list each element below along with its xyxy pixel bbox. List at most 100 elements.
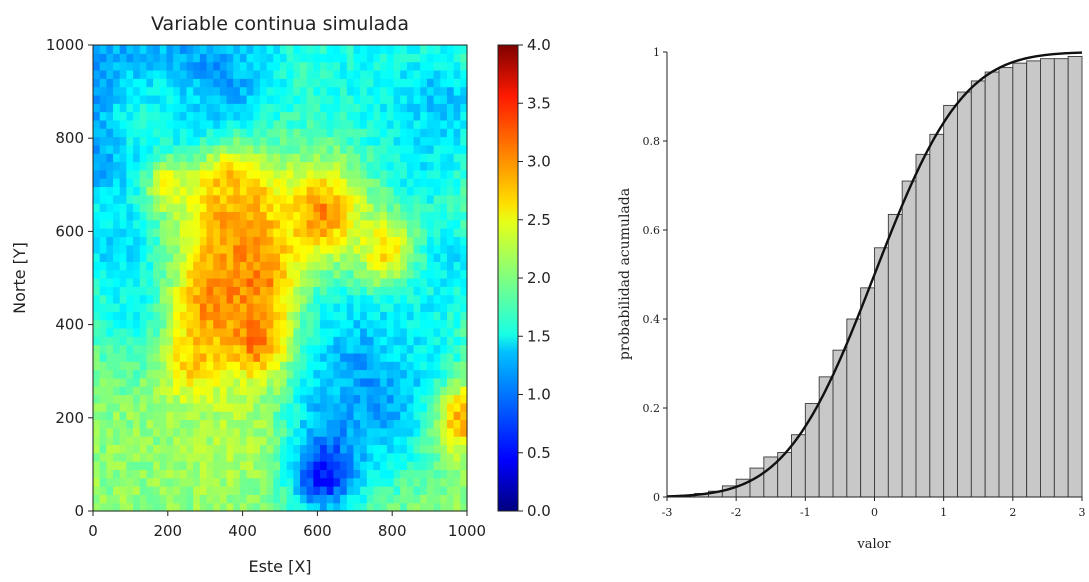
heatmap-cell <box>193 369 201 379</box>
heatmap-cell <box>226 219 234 229</box>
heatmap-cell <box>106 502 114 512</box>
heatmap-cell <box>460 128 468 138</box>
heatmap-cell <box>426 452 435 462</box>
heatmap-cell <box>113 278 121 287</box>
heatmap-cell <box>426 128 435 138</box>
heatmap-cell <box>139 494 148 504</box>
heatmap-cell <box>179 352 188 362</box>
heatmap-cell <box>346 394 355 404</box>
heatmap-cell <box>380 111 388 121</box>
heatmap-cell <box>340 302 348 312</box>
heatmap-cell <box>406 286 415 296</box>
heatmap-cell <box>226 103 234 113</box>
heatmap-cell <box>453 344 461 354</box>
heatmap-cell <box>460 161 468 171</box>
heatmap-cell <box>380 244 388 254</box>
heatmap-cell <box>119 494 127 504</box>
heatmap-cell <box>226 128 234 138</box>
heatmap-cell <box>139 194 148 204</box>
heatmap-cell <box>413 436 421 446</box>
heatmap-cell <box>206 311 214 321</box>
heatmap-cell <box>186 253 194 262</box>
heatmap-cell <box>159 253 168 262</box>
heatmap-cell <box>386 502 395 512</box>
heatmap-cell <box>246 419 254 429</box>
heatmap-cell <box>126 194 134 204</box>
heatmap-cell <box>413 136 421 146</box>
heatmap-cell <box>326 444 335 454</box>
heatmap-cell <box>280 161 288 171</box>
heatmap-cell <box>393 386 401 396</box>
heatmap-cell <box>386 469 395 479</box>
heatmap-cell <box>253 294 261 304</box>
heatmap-cell <box>360 336 368 346</box>
heatmap-cell <box>400 261 408 271</box>
heatmap-cell <box>173 361 181 371</box>
heatmap-cell <box>93 78 101 88</box>
heatmap-cell <box>139 178 148 188</box>
heatmap-cell <box>199 311 208 321</box>
heatmap-cell <box>273 186 281 196</box>
heatmap-cell <box>320 436 328 446</box>
heatmap-cell <box>380 469 388 479</box>
heatmap-cell <box>333 219 341 229</box>
heatmap-cell <box>386 278 395 287</box>
heatmap-cell <box>213 386 221 396</box>
heatmap-cell <box>253 377 261 387</box>
heatmap-cell <box>426 144 435 154</box>
heatmap-cell <box>366 352 375 362</box>
heatmap-cell <box>366 128 375 138</box>
heatmap-cell <box>239 153 248 163</box>
heatmap-cell <box>226 386 234 396</box>
heatmap-cell <box>159 502 168 512</box>
cdf-bar <box>846 318 862 498</box>
heatmap-cell <box>346 86 355 96</box>
heatmap-cell <box>99 494 107 504</box>
heatmap-cell <box>193 94 201 104</box>
heatmap-cell <box>400 244 408 254</box>
heatmap-cell <box>373 78 381 88</box>
heatmap-cell <box>233 45 241 54</box>
heatmap-cell <box>93 302 101 312</box>
heatmap-cell <box>353 477 361 487</box>
heatmap-cell <box>353 336 361 346</box>
heatmap-cell <box>360 228 368 237</box>
heatmap-cell <box>313 469 321 479</box>
heatmap-cell <box>386 269 395 279</box>
heatmap-cell <box>206 469 214 479</box>
heatmap-cell <box>99 336 107 346</box>
heatmap-cell <box>193 427 201 437</box>
heatmap-cell <box>259 144 268 154</box>
heatmap-cell <box>259 394 268 404</box>
heatmap-cell <box>406 144 415 154</box>
heatmap-cell <box>460 294 468 304</box>
heatmap-cell <box>426 352 435 362</box>
heatmap-cell <box>340 436 348 446</box>
heatmap-cell <box>106 494 114 504</box>
heatmap-cell <box>206 61 214 71</box>
heatmap-cell <box>393 144 401 154</box>
heatmap-cell <box>320 144 328 154</box>
heatmap-cell <box>179 502 188 512</box>
heatmap-cell <box>146 344 154 354</box>
heatmap-cell <box>420 244 428 254</box>
heatmap-cell <box>166 103 174 113</box>
heatmap-cell <box>286 153 294 163</box>
heatmap-cell <box>300 94 308 104</box>
heatmap-cell <box>213 411 221 421</box>
heatmap-cell <box>193 494 201 504</box>
heatmap-cell <box>219 253 228 262</box>
heatmap-cell <box>420 461 428 470</box>
heatmap-cell <box>106 377 114 387</box>
heatmap-cell <box>313 336 321 346</box>
heatmap-cell <box>280 502 288 512</box>
heatmap-cell <box>433 53 441 63</box>
heatmap-cell <box>273 336 281 346</box>
heatmap-x-ticks: 0 200 400 600 800 1000 <box>88 511 486 540</box>
heatmap-cell <box>193 111 201 121</box>
heatmap-cell <box>213 45 221 54</box>
heatmap-cell <box>233 302 241 312</box>
heatmap-cell <box>93 436 101 446</box>
heatmap-cell <box>133 311 141 321</box>
heatmap-cell <box>273 278 281 287</box>
